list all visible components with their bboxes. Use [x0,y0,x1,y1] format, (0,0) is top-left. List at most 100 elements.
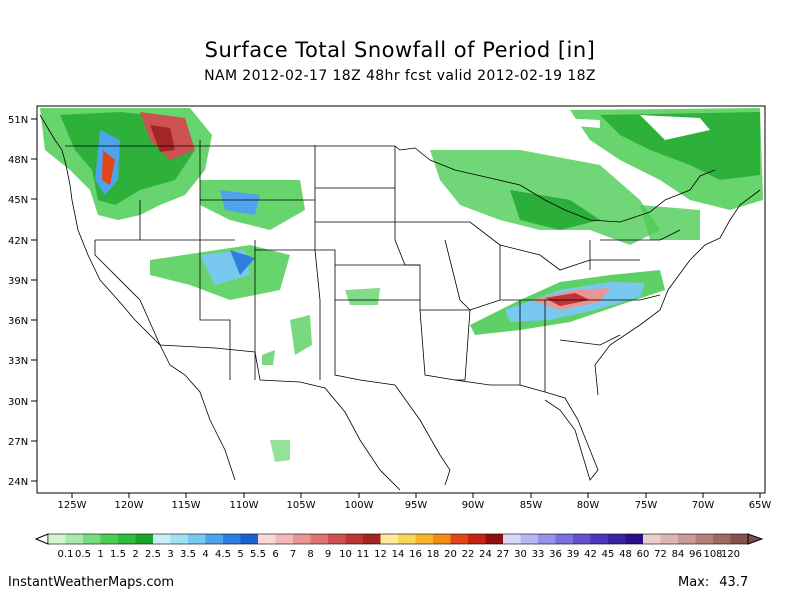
lon-label: 110W [230,500,259,511]
legend-swatch [310,534,329,544]
legend-swatch [625,534,644,544]
lon-label: 115W [172,500,201,511]
legend-tick-label: 22 [462,549,475,560]
legend-frame [47,533,749,545]
legend-swatch [170,534,189,544]
legend-tick-label: 60 [637,549,650,560]
lat-label: 51N [8,115,28,126]
legend-swatch [450,534,469,544]
legend-swatch [503,534,521,544]
lon-label: 125W [58,500,87,511]
legend-swatch [258,534,276,544]
legend-tick-label: 6 [272,549,278,560]
legend-tick-label: 11 [357,549,370,560]
max-label: Max: [678,575,710,590]
legend-swatch [345,534,364,544]
legend-tick-label: 2 [132,549,138,560]
legend-tick-label: 20 [444,549,457,560]
legend-swatch [48,534,66,544]
legend-tick-label: 27 [497,549,510,560]
lat-label: 42N [8,236,28,247]
legend-tick-label: 108 [703,549,722,560]
lat-label: 24N [8,477,28,488]
lat-label: 27N [8,437,28,448]
legend-swatch [135,534,154,544]
legend-swatch [520,534,539,544]
legend-swatch [65,534,84,544]
legend-swatch [433,534,451,544]
legend-swatch [205,534,224,544]
lon-label: 120W [115,500,144,511]
site-credit: InstantWeatherMaps.com [8,575,175,590]
longitude-labels: 125W 120W 115W 110W 105W 100W 95W 90W 85… [58,500,772,511]
legend-swatch [730,534,749,544]
legend-swatch [643,534,661,544]
legend-swatch [188,534,206,544]
legend-tick-label: 84 [672,549,685,560]
max-value: 43.7 [719,575,749,590]
legend-swatch [100,534,119,544]
longitude-ticks [71,493,761,498]
legend-swatch [153,534,171,544]
legend-tick-label: 45 [602,549,615,560]
legend-swatch [398,534,416,544]
legend-swatch [695,534,714,544]
legend-tick-label: 30 [514,549,527,560]
map-subtitle: NAM 2012-02-17 18Z 48hr fcst valid 2012-… [204,68,596,84]
legend-tick-label: 14 [392,549,405,560]
legend-swatch [538,534,556,544]
lon-label: 70W [692,500,715,511]
legend-tick-label: 10 [339,549,352,560]
legend-arrow-right [747,533,764,545]
legend-swatch [713,534,731,544]
legend-tick-label: 39 [567,549,580,560]
legend-tick-label: 5.5 [250,549,266,560]
legend-tick-label: 8 [307,549,313,560]
legend-swatch [678,534,696,544]
legend-swatch [293,534,311,544]
legend-tick-label: 4.5 [215,549,231,560]
legend-swatch [415,534,434,544]
lat-label: 48N [8,155,28,166]
legend-tick-label: 18 [427,549,440,560]
legend-tick-label: 3 [167,549,173,560]
lat-label: 33N [8,356,28,367]
legend-tick-label: 48 [619,549,632,560]
lat-label: 39N [8,276,28,287]
legend-arrow-left [34,533,49,545]
legend-tick-label: 0.1 [58,549,74,560]
lat-label: 45N [8,195,28,206]
legend-swatch [573,534,591,544]
legend-swatch [328,534,346,544]
legend-swatch [468,534,486,544]
legend-swatch [240,534,259,544]
legend-tick-label: 1.5 [110,549,126,560]
lon-label: 80W [577,500,600,511]
legend-tick-label: 4 [202,549,208,560]
legend-tick-label: 42 [584,549,597,560]
legend-tick-label: 33 [532,549,545,560]
latitude-labels: 51N 48N 45N 42N 39N 36N 33N 30N 27N 24N [8,115,28,488]
legend-tick-label: 3.5 [180,549,196,560]
legend-swatch [590,534,609,544]
legend-swatch [555,534,574,544]
legend-swatch [83,534,101,544]
legend-swatch [118,534,136,544]
legend-tick-label: 12 [374,549,387,560]
lon-label: 90W [462,500,485,511]
legend-tick-label: 1 [97,549,103,560]
legend-tick-label: 16 [409,549,422,560]
latitude-ticks [31,118,37,482]
lon-label: 100W [345,500,374,511]
lon-label: 75W [635,500,658,511]
legend-tick-label: 2.5 [145,549,161,560]
legend-swatch [380,534,399,544]
legend-swatch [363,534,381,544]
legend-swatch [660,534,679,544]
lat-label: 36N [8,316,28,327]
legend-swatch [275,534,294,544]
lat-label: 30N [8,397,28,408]
legend-tick-label: 120 [721,549,740,560]
max-value-readout: Max: 43.7 [668,575,748,590]
